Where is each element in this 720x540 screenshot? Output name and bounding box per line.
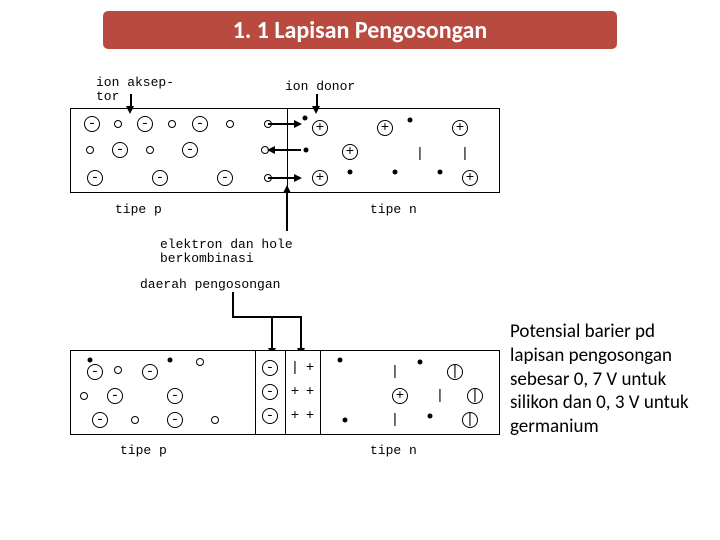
hole-icon bbox=[146, 146, 154, 154]
bot-div-1 bbox=[255, 350, 256, 435]
minus-icon: - bbox=[88, 117, 96, 131]
plus-icon: + bbox=[306, 361, 314, 375]
plus-icon: + bbox=[381, 121, 389, 135]
minus-icon: - bbox=[96, 413, 104, 427]
bar-icon: | bbox=[416, 147, 424, 161]
minus-icon: - bbox=[146, 365, 154, 379]
electron-icon bbox=[343, 418, 348, 423]
label-depletion: daerah pengosongan bbox=[140, 278, 280, 292]
bar-icon: | bbox=[466, 413, 474, 427]
plus-icon: + bbox=[316, 171, 324, 185]
arrowhead-left-icon bbox=[267, 146, 275, 154]
arrowhead-right-icon bbox=[294, 120, 302, 128]
hole-icon bbox=[226, 120, 234, 128]
label-tipe-n-top: tipe n bbox=[370, 203, 417, 217]
label-tipe-p-bot: tipe p bbox=[120, 444, 167, 458]
label-recombine: elektron dan hole berkombinasi bbox=[160, 238, 293, 267]
arrowhead-right-icon bbox=[294, 174, 302, 182]
minus-icon: - bbox=[266, 385, 274, 399]
minus-icon: - bbox=[221, 171, 229, 185]
electron-icon bbox=[88, 358, 93, 363]
bar-icon: | bbox=[461, 147, 469, 161]
hole-icon bbox=[196, 358, 204, 366]
electron-icon bbox=[303, 116, 308, 121]
bar-icon: | bbox=[436, 389, 444, 403]
arrow-hole-right bbox=[268, 123, 294, 125]
slide-title-text: 1. 1 Lapisan Pengosongan bbox=[233, 16, 488, 45]
slide-title-bar: 1. 1 Lapisan Pengosongan bbox=[100, 8, 620, 52]
minus-icon: - bbox=[116, 143, 124, 157]
label-ion-donor: ion donor bbox=[285, 80, 355, 94]
arrow-recomb-head bbox=[283, 185, 291, 193]
depletion-pointer-v bbox=[232, 292, 234, 316]
minus-icon: - bbox=[266, 361, 274, 375]
minus-icon: - bbox=[266, 409, 274, 423]
electron-icon bbox=[418, 360, 423, 365]
minus-icon: - bbox=[171, 389, 179, 403]
arrow-left bbox=[275, 149, 301, 151]
plus-icon: + bbox=[306, 409, 314, 423]
hole-icon bbox=[86, 146, 94, 154]
depletion-pointer-v3 bbox=[300, 316, 302, 350]
plus-icon: + bbox=[466, 171, 474, 185]
label-ion-akseptor: ion aksep- tor bbox=[96, 76, 174, 105]
plus-icon: + bbox=[291, 409, 299, 423]
label-tipe-n-bot: tipe n bbox=[370, 444, 417, 458]
depletion-pointer-h bbox=[232, 316, 272, 318]
electron-icon bbox=[338, 358, 343, 363]
bar-icon: | bbox=[291, 361, 299, 375]
plus-icon: + bbox=[291, 385, 299, 399]
minus-icon: - bbox=[196, 117, 204, 131]
body-text: Potensial barier pd lapisan pengosongan … bbox=[510, 320, 705, 439]
electron-icon bbox=[348, 170, 353, 175]
bot-div-3 bbox=[320, 350, 321, 435]
electron-icon bbox=[428, 414, 433, 419]
label-tipe-p-top: tipe p bbox=[115, 203, 162, 217]
bar-icon: | bbox=[471, 389, 479, 403]
minus-icon: - bbox=[186, 143, 194, 157]
plus-icon: + bbox=[346, 145, 354, 159]
minus-icon: - bbox=[111, 389, 119, 403]
electron-icon bbox=[168, 358, 173, 363]
diagram-top-junction-line bbox=[287, 108, 288, 193]
arrow-recomb-stem bbox=[286, 193, 288, 231]
electron-icon bbox=[393, 170, 398, 175]
arrow-ion-donor-head bbox=[312, 106, 320, 114]
hole-icon bbox=[114, 120, 122, 128]
hole-icon bbox=[211, 416, 219, 424]
plus-icon: + bbox=[306, 385, 314, 399]
plus-icon: + bbox=[396, 389, 404, 403]
bar-icon: | bbox=[391, 365, 399, 379]
plus-icon: + bbox=[316, 121, 324, 135]
diagram-top-box bbox=[70, 108, 500, 193]
arrow-hole-right bbox=[268, 177, 294, 179]
minus-icon: - bbox=[91, 365, 99, 379]
minus-icon: - bbox=[156, 171, 164, 185]
electron-icon bbox=[438, 170, 443, 175]
bot-div-2 bbox=[285, 350, 286, 435]
bar-icon: | bbox=[451, 365, 459, 379]
electron-icon bbox=[304, 148, 309, 153]
minus-icon: - bbox=[91, 171, 99, 185]
electron-icon bbox=[408, 118, 413, 123]
depletion-pointer-v2 bbox=[271, 316, 273, 350]
hole-icon bbox=[80, 392, 88, 400]
depletion-pointer-h2 bbox=[271, 316, 301, 318]
minus-icon: - bbox=[171, 413, 179, 427]
minus-icon: - bbox=[141, 117, 149, 131]
hole-icon bbox=[131, 416, 139, 424]
plus-icon: + bbox=[456, 121, 464, 135]
hole-icon bbox=[168, 120, 176, 128]
hole-icon bbox=[114, 366, 122, 374]
arrow-ion-akseptor-head bbox=[126, 106, 134, 114]
bar-icon: | bbox=[391, 413, 399, 427]
